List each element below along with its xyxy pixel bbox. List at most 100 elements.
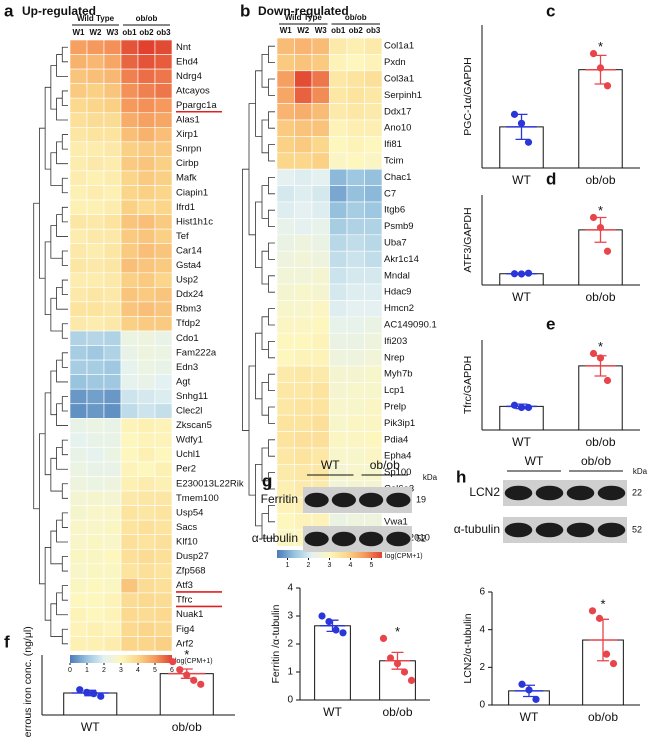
heat-cell — [137, 127, 156, 143]
row-label: Ppargc1a — [176, 100, 217, 111]
heat-cell — [86, 141, 105, 157]
blot-band — [535, 485, 564, 501]
row-label: LCN2 — [469, 485, 500, 499]
heat-cell — [137, 243, 156, 259]
data-point — [197, 680, 205, 688]
heat-cell — [346, 316, 365, 334]
heat-cell — [276, 316, 295, 334]
heat-cell — [346, 365, 365, 383]
heat-cell — [276, 398, 295, 416]
group-label: Wild Type — [77, 14, 115, 23]
heat-cell — [154, 345, 173, 361]
row-label: Psmb9 — [384, 221, 414, 232]
dendrogram — [255, 332, 262, 400]
heat-cell — [364, 349, 383, 367]
heat-cell — [154, 127, 173, 143]
heat-cell — [154, 359, 173, 375]
heat-cell — [86, 519, 105, 536]
column-label: ob3 — [156, 28, 171, 37]
heat-cell — [294, 316, 313, 334]
heat-cell — [103, 403, 122, 419]
heat-cell — [346, 332, 365, 350]
row-label: Zkscan5 — [176, 420, 212, 431]
colorbar-tick-label: 1 — [85, 667, 89, 674]
heat-cell — [103, 228, 122, 244]
heat-cell — [69, 607, 88, 623]
y-tick-label: 6 — [479, 587, 485, 598]
dendrogram — [50, 370, 57, 416]
dendrogram — [268, 275, 275, 293]
row-label: Uba7 — [384, 238, 407, 249]
heat-cell — [137, 39, 156, 55]
blot-band — [566, 522, 595, 538]
dendrogram — [61, 177, 68, 194]
heat-cell — [311, 382, 330, 400]
row-label: Tcim — [384, 156, 404, 167]
heat-cell — [346, 119, 365, 137]
data-point — [90, 690, 98, 698]
heat-cell — [294, 414, 313, 432]
heat-cell — [364, 316, 383, 334]
row-label: Rbm3 — [176, 304, 201, 315]
heat-cell — [294, 464, 313, 482]
heat-cell — [329, 234, 348, 252]
row-label: Gsta4 — [176, 260, 201, 271]
heat-cell — [137, 548, 156, 565]
heat-cell — [103, 374, 122, 390]
data-point — [400, 668, 409, 676]
heat-cell — [86, 548, 105, 565]
heat-cell — [120, 68, 139, 84]
heat-cell — [103, 39, 122, 55]
heat-cell — [346, 37, 365, 55]
heat-cell — [154, 388, 173, 405]
heat-cell — [86, 359, 105, 375]
heat-cell — [86, 127, 105, 143]
row-label: Sp100 — [384, 467, 411, 478]
heat-cell — [103, 345, 122, 361]
significance-mark: * — [184, 647, 189, 662]
heat-cell — [311, 168, 330, 186]
heat-cell — [137, 388, 156, 405]
dendrogram — [268, 341, 275, 359]
heat-cell — [120, 272, 139, 288]
heat-cell — [103, 417, 122, 434]
heat-cell — [120, 257, 139, 274]
heat-cell — [346, 168, 365, 186]
heat-cell — [103, 316, 122, 332]
heat-cell — [329, 152, 348, 170]
row-label: Fam222a — [176, 347, 217, 358]
heat-cell — [86, 214, 105, 230]
dendrogram — [261, 250, 269, 285]
blot-band — [504, 485, 533, 501]
heat-cell — [137, 287, 156, 303]
heat-cell — [86, 199, 105, 215]
row-label: Cdo1 — [176, 333, 199, 344]
heat-cell — [120, 374, 139, 390]
heat-cell — [154, 112, 173, 128]
heat-cell — [329, 382, 348, 400]
data-point — [190, 676, 198, 684]
heat-cell — [364, 103, 383, 121]
heat-cell — [346, 152, 365, 170]
data-point — [588, 607, 597, 615]
heat-cell — [69, 83, 88, 99]
blot-band — [566, 485, 595, 501]
x-tick-label: WT — [520, 710, 539, 724]
row-label: Cirbp — [176, 158, 199, 169]
heat-cell — [364, 267, 383, 285]
size-label: 22 — [632, 487, 642, 497]
heat-cell — [69, 432, 88, 448]
heat-cell — [69, 330, 88, 346]
heat-cell — [311, 234, 330, 252]
group-label: WT — [321, 458, 340, 472]
heat-cell — [364, 382, 383, 400]
heat-cell — [154, 54, 173, 70]
heat-cell — [364, 152, 383, 170]
heat-cell — [154, 97, 173, 114]
heat-cell — [311, 398, 330, 416]
heat-cell — [86, 39, 105, 55]
row-label: Ddx17 — [384, 106, 411, 117]
heat-cell — [329, 185, 348, 203]
heat-cell — [120, 185, 139, 201]
